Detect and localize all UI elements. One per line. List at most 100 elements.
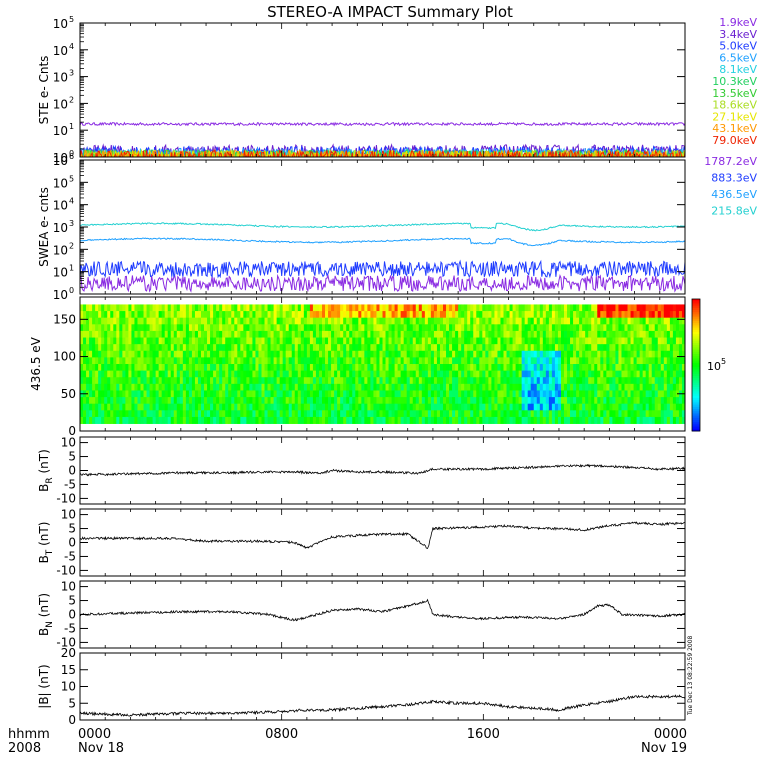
heatmap-cell [491, 364, 495, 372]
heatmap-cell [213, 357, 217, 365]
heatmap-cell [633, 311, 637, 319]
heatmap-cell [524, 337, 529, 345]
bn-ytick-label: 0 [68, 608, 76, 622]
heatmap-cell [427, 337, 432, 345]
swea-ytick-label: 10 [53, 221, 68, 235]
heatmap-cell [452, 377, 456, 385]
heatmap-cell [306, 383, 311, 391]
heatmap-cell [279, 317, 284, 325]
heatmap-cell [557, 364, 562, 372]
heatmap-cell [161, 324, 166, 332]
heatmap-cell [128, 304, 132, 312]
heatmap-cell [285, 304, 290, 312]
heatmap-cell [455, 390, 459, 398]
heatmap-cell [588, 397, 592, 405]
heatmap-cell [663, 416, 668, 424]
heatmap-cell [400, 330, 405, 338]
heatmap-cell [618, 350, 622, 358]
heatmap-cell [567, 330, 571, 338]
heatmap-cell [491, 344, 495, 352]
heatmap-cell [482, 344, 486, 352]
heatmap-cell [621, 304, 625, 312]
heatmap-cell [86, 317, 90, 325]
ste-ytick-label: 10 [53, 44, 68, 58]
heatmap-cell [464, 344, 468, 352]
heatmap-cell [675, 383, 680, 391]
heatmap-cell [557, 390, 562, 398]
heatmap-cell [400, 410, 405, 418]
bmag-ytick-label: 15 [61, 663, 76, 677]
heatmap-cell [621, 370, 625, 378]
heatmap-cell [521, 410, 526, 418]
heatmap-cell [418, 383, 423, 391]
heatmap-cell [231, 344, 235, 352]
heatmap-cell [567, 311, 571, 319]
heatmap-cell [403, 383, 408, 391]
heatmap-cell [439, 364, 444, 372]
heatmap-cell [355, 324, 359, 332]
heatmap-cell [515, 330, 520, 338]
heatmap-cell [503, 311, 507, 319]
heatmap-cell [137, 317, 141, 325]
heatmap-cell [660, 330, 665, 338]
heatmap-cell [488, 403, 492, 411]
heatmap-cell [216, 357, 220, 365]
heatmap-cell [642, 344, 647, 352]
heatmap-cell [567, 324, 571, 332]
heatmap-cell [582, 330, 586, 338]
heatmap-cell [391, 311, 395, 319]
heatmap-cell [660, 337, 665, 345]
heatmap-cell [618, 410, 622, 418]
heatmap-cell [300, 410, 305, 418]
heatmap-cell [609, 337, 613, 345]
heatmap-cell [243, 377, 247, 385]
heatmap-cell [672, 357, 677, 365]
heatmap-cell [128, 317, 132, 325]
heatmap-cell [364, 377, 368, 385]
heatmap-cell [309, 377, 314, 385]
heatmap-cell [497, 324, 501, 332]
heatmap-cell [497, 311, 501, 319]
bn-ytick-label: 5 [68, 594, 76, 608]
heatmap-cell [185, 357, 190, 365]
swea-ytick-label: 10 [53, 266, 68, 280]
heatmap-cell [675, 410, 680, 418]
heatmap-cell [645, 397, 650, 405]
heatmap-cell [433, 304, 438, 312]
heatmap-cell [573, 344, 577, 352]
heatmap-cell [582, 364, 586, 372]
heatmap-cell [303, 350, 308, 358]
bt-ytick-label: 5 [68, 522, 76, 536]
heatmap-cell [458, 337, 462, 345]
heatmap-cell [678, 337, 683, 345]
heatmap-cell [382, 364, 386, 372]
heatmap-cell [170, 410, 175, 418]
heatmap-cell [191, 344, 196, 352]
heatmap-cell [388, 364, 392, 372]
heatmap-cell [412, 317, 417, 325]
heatmap-cell [612, 337, 616, 345]
heatmap-cell [361, 337, 365, 345]
heatmap-cell [394, 390, 399, 398]
heatmap-cell [225, 397, 229, 405]
heatmap-cell [642, 397, 647, 405]
heatmap-cell [125, 324, 129, 332]
heatmap-cell [570, 410, 574, 418]
heatmap-cell [439, 344, 444, 352]
heatmap-cell [539, 370, 544, 378]
heatmap-cell [564, 390, 568, 398]
heatmap-cell [376, 364, 380, 372]
heatmap-cell [506, 383, 510, 391]
heatmap-cell [318, 311, 323, 319]
heatmap-cell [92, 416, 96, 424]
heatmap-cell [89, 383, 93, 391]
heatmap-cell [533, 317, 538, 325]
heatmap-cell [603, 377, 607, 385]
heatmap-cell [216, 350, 220, 358]
heatmap-cell [300, 311, 305, 319]
heatmap-cell [191, 364, 196, 372]
heatmap-cell [219, 324, 223, 332]
heatmap-cell [349, 364, 353, 372]
heatmap-cell [222, 317, 226, 325]
